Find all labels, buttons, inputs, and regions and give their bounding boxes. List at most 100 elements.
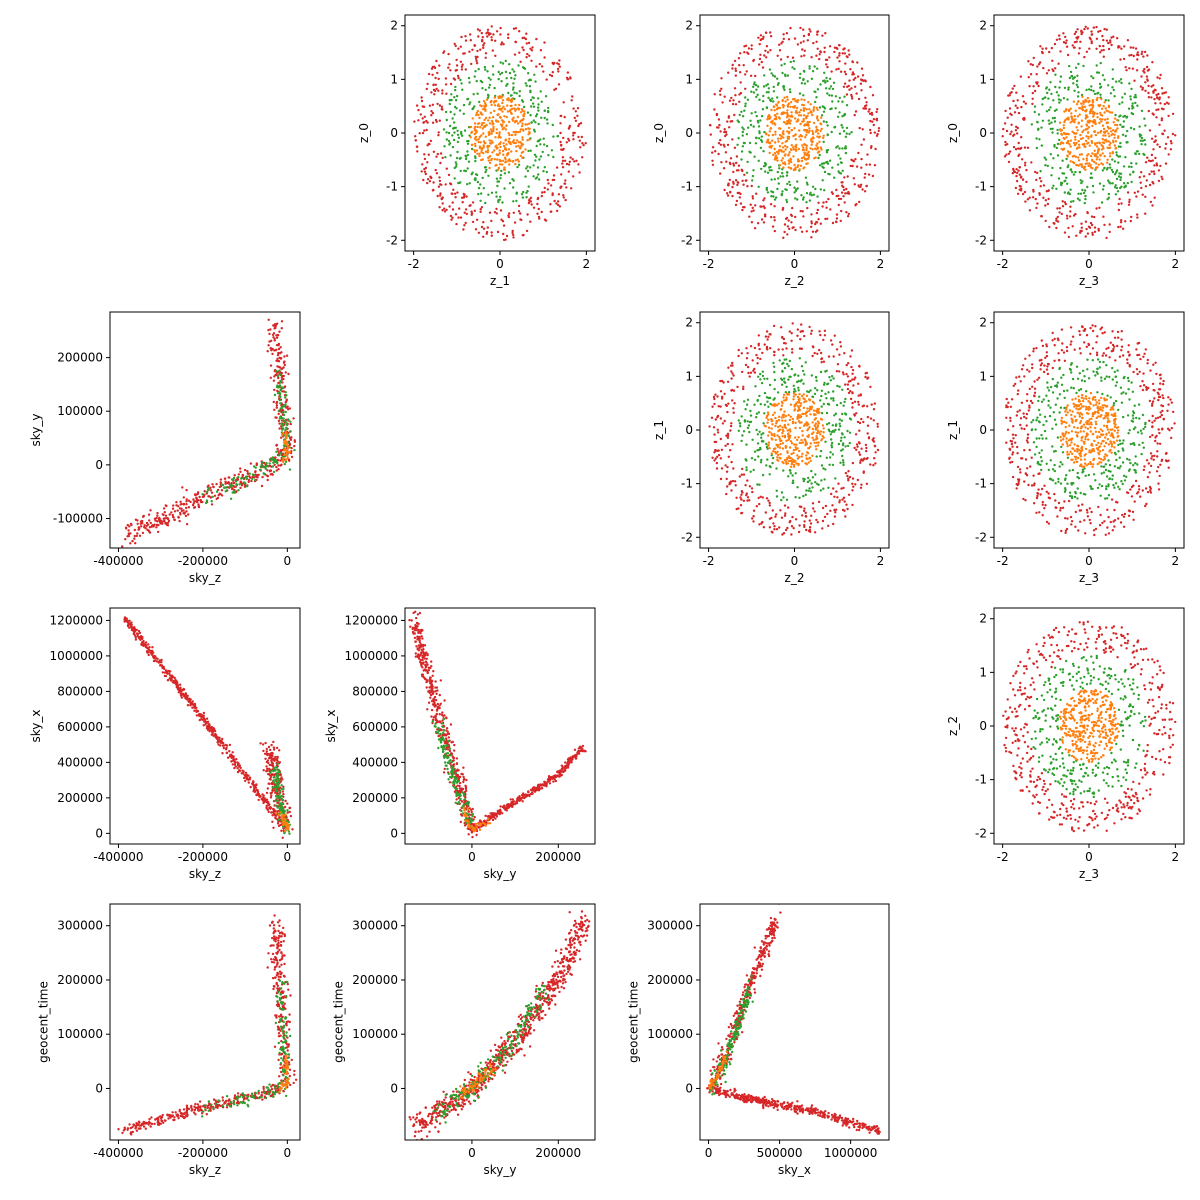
- data-point: [719, 457, 722, 460]
- data-point: [164, 504, 167, 507]
- data-point: [1076, 85, 1080, 89]
- data-point: [275, 359, 278, 362]
- data-point: [1128, 198, 1131, 201]
- data-point: [775, 489, 778, 492]
- data-point: [812, 121, 816, 125]
- data-point: [1077, 122, 1080, 125]
- data-point: [787, 132, 791, 135]
- data-point: [501, 99, 505, 102]
- data-point: [1079, 231, 1082, 234]
- data-point: [728, 178, 731, 182]
- data-point: [811, 185, 815, 188]
- data-point: [773, 152, 777, 155]
- data-point: [450, 98, 453, 102]
- data-point: [727, 182, 730, 185]
- data-point: [451, 145, 455, 149]
- data-point: [431, 103, 435, 107]
- data-point: [853, 446, 856, 450]
- data-point: [155, 526, 158, 529]
- data-point: [469, 101, 472, 104]
- data-point: [258, 468, 262, 471]
- data-point: [775, 103, 778, 106]
- data-point: [245, 485, 249, 488]
- data-point: [1017, 154, 1020, 158]
- data-point: [454, 44, 457, 48]
- data-point: [504, 146, 507, 150]
- data-point: [732, 180, 735, 184]
- data-point: [775, 150, 779, 154]
- data-point: [562, 101, 565, 104]
- data-point: [543, 190, 546, 194]
- data-point: [1052, 99, 1055, 102]
- data-point: [484, 68, 487, 71]
- data-point: [1109, 41, 1112, 44]
- data-point: [1100, 120, 1103, 123]
- data-point: [277, 454, 281, 457]
- data-point: [804, 361, 807, 364]
- data-point: [841, 412, 844, 416]
- data-point: [557, 203, 560, 207]
- data-point: [561, 156, 565, 159]
- data-point: [763, 403, 767, 406]
- data-point: [773, 397, 776, 400]
- data-point: [820, 464, 824, 467]
- data-point: [1132, 170, 1135, 173]
- data-point: [812, 507, 815, 510]
- data-point: [736, 183, 739, 187]
- data-point: [813, 147, 817, 150]
- data-point: [755, 136, 758, 140]
- data-point: [1129, 126, 1133, 130]
- data-point: [497, 200, 500, 204]
- data-point: [500, 71, 504, 75]
- data-point: [818, 164, 822, 167]
- data-point: [834, 428, 837, 432]
- data-point: [843, 47, 846, 50]
- data-point: [759, 119, 762, 122]
- data-point: [510, 133, 514, 137]
- data-point: [787, 506, 790, 509]
- data-point: [237, 473, 240, 476]
- data-point: [1099, 131, 1102, 134]
- data-point: [1093, 142, 1097, 145]
- data-point: [507, 151, 510, 155]
- data-point: [776, 434, 779, 437]
- data-point: [1085, 157, 1089, 160]
- data-point: [768, 130, 771, 133]
- data-point: [773, 178, 776, 181]
- data-point: [282, 377, 285, 381]
- data-point: [463, 224, 466, 227]
- data-point: [796, 454, 799, 457]
- data-point: [495, 207, 498, 211]
- data-point: [730, 489, 733, 492]
- data-point: [187, 513, 190, 516]
- data-point: [799, 338, 802, 341]
- data-point: [776, 137, 780, 140]
- data-point: [834, 508, 838, 511]
- data-point: [506, 110, 510, 113]
- data-point: [734, 94, 737, 97]
- data-point: [1094, 167, 1098, 171]
- data-point: [762, 432, 765, 435]
- data-point: [841, 388, 844, 391]
- data-point: [747, 52, 750, 55]
- data-point: [1105, 39, 1109, 42]
- data-point: [1062, 97, 1066, 100]
- data-point: [484, 102, 487, 105]
- data-point: [810, 225, 813, 228]
- data-point: [731, 361, 734, 365]
- data-point: [811, 140, 814, 143]
- data-point: [504, 128, 507, 131]
- data-point: [1073, 121, 1076, 124]
- data-point: [746, 160, 749, 164]
- data-point: [524, 148, 527, 151]
- data-point: [1084, 98, 1087, 102]
- data-point: [837, 100, 840, 103]
- data-point: [1109, 39, 1112, 42]
- data-point: [1004, 143, 1007, 147]
- data-point: [789, 465, 793, 468]
- data-point: [284, 400, 287, 404]
- data-point: [867, 173, 871, 176]
- data-point: [763, 412, 766, 415]
- data-point: [1090, 223, 1094, 227]
- data-point: [744, 408, 747, 411]
